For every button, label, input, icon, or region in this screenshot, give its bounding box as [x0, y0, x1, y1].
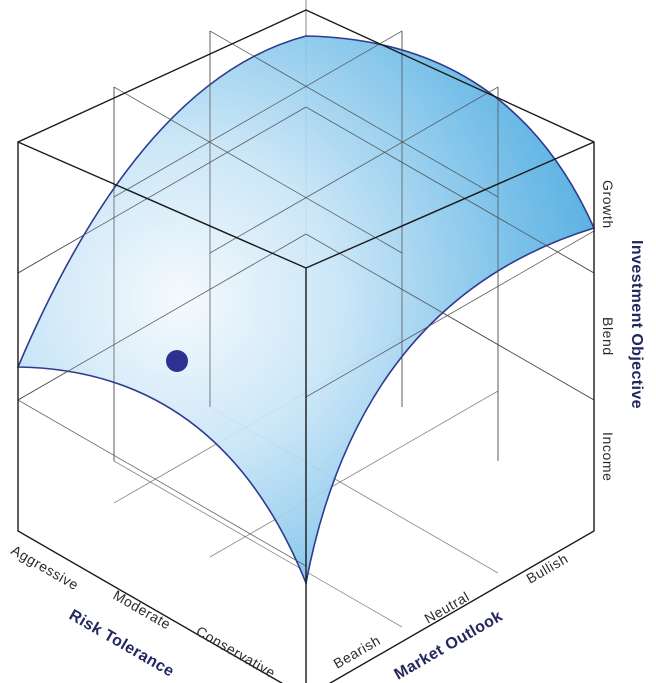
cube-frame	[17, 9, 595, 683]
outlook-tick-bullish: Bullish	[524, 550, 571, 587]
objective-tick-blend: Blend	[600, 317, 616, 356]
risk-tick-aggressive: Aggressive	[9, 542, 82, 593]
investment-objective-title: Investment Objective	[628, 240, 645, 409]
objective-tick-growth: Growth	[600, 180, 616, 229]
objective-tick-income: Income	[600, 432, 616, 482]
risk-tick-conservative: Conservative	[194, 623, 279, 681]
risk-tick-moderate: Moderate	[111, 587, 174, 633]
investment-objective-ticks: Growth Blend Income	[600, 180, 616, 482]
position-marker	[166, 350, 188, 372]
market-outlook-title: Market Outlook	[392, 608, 506, 683]
outlook-tick-neutral: Neutral	[422, 588, 473, 627]
outlook-tick-bearish: Bearish	[331, 632, 384, 672]
